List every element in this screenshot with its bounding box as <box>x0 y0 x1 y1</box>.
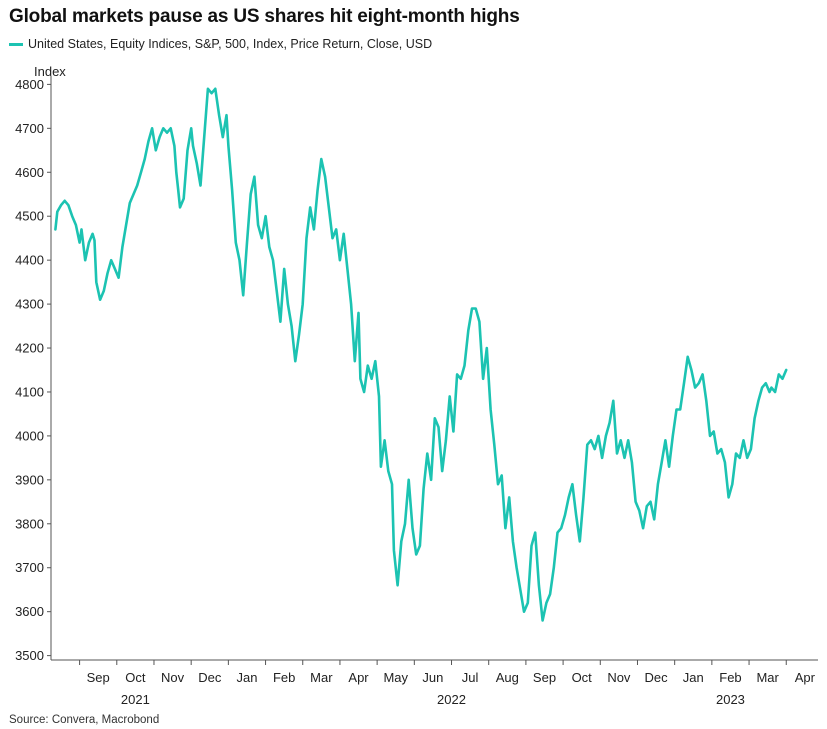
series-line <box>54 87 788 622</box>
y-tick-label: 4600 <box>15 165 44 180</box>
legend: United States, Equity Indices, S&P, 500,… <box>9 37 432 51</box>
y-tick-label: 3700 <box>15 560 44 575</box>
y-tick-label: 4000 <box>15 428 44 443</box>
y-tick-label: 4500 <box>15 209 44 224</box>
x-month-label: Jul <box>462 670 479 685</box>
x-year-label: 2023 <box>716 692 745 707</box>
x-month-label: Dec <box>198 670 222 685</box>
x-month-label: Apr <box>348 670 369 685</box>
x-month-label: May <box>383 670 408 685</box>
x-month-label: Feb <box>719 670 741 685</box>
x-month-label: Sep <box>87 670 110 685</box>
x-month-label: Sep <box>533 670 556 685</box>
x-month-label: Feb <box>273 670 295 685</box>
y-tick-label: 4400 <box>15 253 44 268</box>
y-tick-label: 4800 <box>15 77 44 92</box>
y-tick-label: 3600 <box>15 604 44 619</box>
x-month-label: Mar <box>756 670 779 685</box>
series <box>54 87 788 622</box>
y-tick-label: 4100 <box>15 384 44 399</box>
x-month-label: Apr <box>795 670 816 685</box>
x-month-label: Jun <box>422 670 443 685</box>
y-tick-label: 3900 <box>15 472 44 487</box>
source-note: Source: Convera, Macrobond <box>9 714 160 726</box>
x-month-label: Mar <box>310 670 333 685</box>
y-tick-label: 3500 <box>15 648 44 663</box>
x-month-label: Nov <box>161 670 185 685</box>
y-axis: 3500 3600 3700 3800 3900 4000 4100 4200 4300 4400… <box>15 76 52 663</box>
y-tick-label: 4700 <box>15 121 44 136</box>
x-month-label: Aug <box>496 670 519 685</box>
x-month-label: Jan <box>236 670 257 685</box>
x-month-label: Oct <box>572 670 593 685</box>
x-year-label: 2022 <box>437 692 466 707</box>
y-axis-label: Index <box>34 64 66 79</box>
x-month-label: Nov <box>607 670 631 685</box>
y-tick-label: 4300 <box>15 297 44 312</box>
legend-label: United States, Equity Indices, S&P, 500,… <box>28 37 433 51</box>
x-month-label: Jan <box>683 670 704 685</box>
x-month-label: Oct <box>125 670 146 685</box>
y-tick-label: 4200 <box>15 341 44 356</box>
x-year-label: 2021 <box>121 692 150 707</box>
x-axis: Sep Oct Nov Dec Jan Feb Mar Apr May Jun Jul Aug Sep O… <box>51 659 818 707</box>
x-month-label: Dec <box>645 670 669 685</box>
legend-swatch <box>9 42 23 46</box>
y-tick-label: 3800 <box>15 516 44 531</box>
chart-title: Global markets pause as US shares hit ei… <box>9 6 520 27</box>
